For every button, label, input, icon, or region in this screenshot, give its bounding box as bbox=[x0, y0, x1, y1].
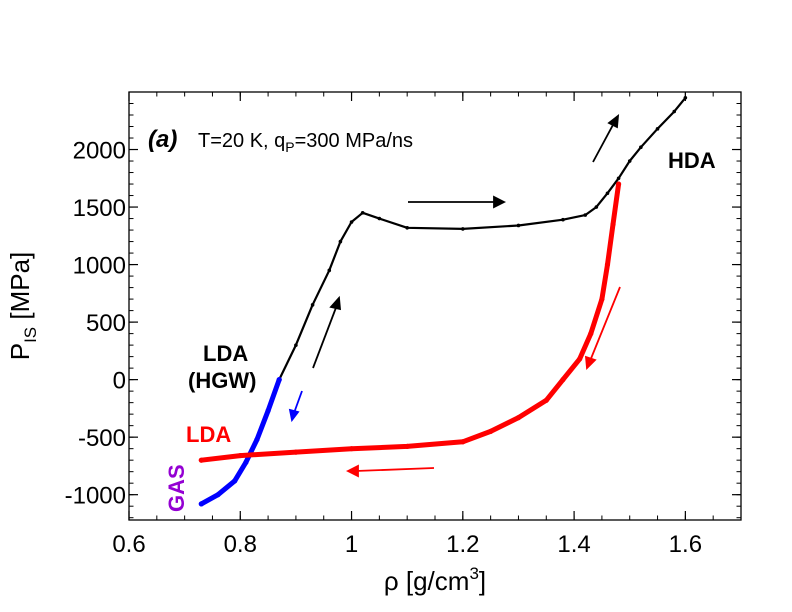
annotation-hda: HDA bbox=[668, 148, 716, 173]
data-point bbox=[616, 181, 622, 187]
data-point bbox=[577, 356, 583, 362]
x-tick-label: 1.2 bbox=[446, 531, 479, 558]
data-point bbox=[616, 176, 621, 181]
x-axis-title-end: ] bbox=[479, 566, 486, 596]
arrow-compression-upper bbox=[592, 114, 620, 163]
plot-frame bbox=[128, 91, 742, 521]
data-point bbox=[639, 145, 643, 150]
arrow-compression-plateau bbox=[408, 195, 507, 209]
data-point bbox=[215, 492, 221, 498]
data-point bbox=[232, 478, 238, 484]
data-point bbox=[293, 449, 299, 455]
x-axis-title-main: ρ [g/cm bbox=[384, 566, 470, 596]
data-point bbox=[672, 109, 677, 114]
series-line-2 bbox=[198, 181, 622, 463]
data-point bbox=[198, 501, 204, 507]
arrow-decompression-upper bbox=[584, 286, 621, 370]
data-point bbox=[327, 268, 332, 273]
data-point bbox=[198, 457, 204, 463]
y-tick-label: 2000 bbox=[73, 138, 126, 165]
data-point bbox=[516, 223, 521, 228]
y-axis-title-end: [MPa] bbox=[5, 252, 35, 327]
data-point bbox=[254, 436, 260, 443]
annotation-lda-black: LDA bbox=[203, 341, 248, 366]
data-point bbox=[610, 221, 616, 227]
y-axis-title-sub: IS bbox=[21, 327, 40, 343]
data-point bbox=[655, 127, 660, 131]
y-tick-label: 1500 bbox=[73, 195, 126, 222]
data-point bbox=[594, 205, 599, 209]
x-axis-title: ρ [g/cm3] bbox=[384, 564, 486, 596]
data-point bbox=[560, 377, 566, 383]
data-point bbox=[405, 225, 409, 230]
x-tick-label: 1.6 bbox=[669, 531, 702, 558]
data-point bbox=[360, 211, 365, 215]
y-tick-label: 0 bbox=[113, 368, 126, 395]
x-tick-label: 0.8 bbox=[224, 531, 257, 558]
data-point bbox=[605, 191, 610, 196]
data-point bbox=[588, 331, 594, 337]
arrow-blue-down bbox=[288, 390, 303, 423]
panel-label: (a) bbox=[148, 126, 177, 153]
data-point bbox=[488, 428, 494, 435]
data-point bbox=[627, 159, 632, 163]
y-axis-title-main: P bbox=[5, 343, 35, 360]
data-point bbox=[515, 415, 522, 421]
data-point bbox=[294, 343, 298, 347]
data-point bbox=[243, 459, 249, 466]
chart-title: T=20 K, qP=300 MPa/ns bbox=[198, 130, 413, 155]
label-layer: 0.6 0.8 1 1.2 1.4 1.6 -1000 -500 0 500 1000 1500 200… bbox=[65, 138, 702, 558]
y-axis-title: PIS [MPa] bbox=[5, 252, 40, 361]
data-point bbox=[310, 303, 315, 307]
title-prefix: T=20 K, q bbox=[198, 130, 285, 152]
x-tick-label: 1 bbox=[345, 531, 358, 558]
data-point bbox=[599, 296, 605, 302]
y-tick-label: -500 bbox=[78, 425, 126, 452]
arrow-decompression-lower bbox=[345, 464, 435, 478]
data-point bbox=[604, 261, 611, 268]
y-tick-label: 1000 bbox=[73, 253, 126, 280]
data-point bbox=[349, 220, 354, 224]
title-suffix: =300 MPa/ns bbox=[295, 130, 413, 152]
data-point bbox=[276, 377, 282, 383]
data-point bbox=[338, 239, 343, 244]
tick-layer bbox=[128, 91, 742, 520]
x-tick-label: 0.6 bbox=[112, 531, 145, 558]
data-point bbox=[404, 443, 410, 449]
arrow-compression-lower bbox=[312, 295, 342, 369]
data-point bbox=[583, 213, 588, 217]
data-point bbox=[461, 227, 465, 231]
annotation-lda-red: LDA bbox=[186, 422, 231, 447]
y-tick-label: 500 bbox=[86, 310, 126, 337]
data-point bbox=[237, 452, 243, 459]
annotation-hgw: (HGW) bbox=[188, 368, 256, 393]
title-subscript: P bbox=[285, 139, 294, 155]
data-point bbox=[377, 216, 382, 221]
data-point bbox=[543, 397, 549, 403]
series-layer bbox=[198, 95, 688, 507]
x-tick-label: 1.4 bbox=[557, 531, 590, 558]
data-point bbox=[561, 217, 565, 222]
data-point bbox=[265, 408, 271, 414]
x-axis-title-sup: 3 bbox=[469, 564, 478, 583]
annotation-gas: GAS bbox=[164, 464, 189, 512]
data-point bbox=[348, 446, 355, 452]
data-point bbox=[460, 439, 466, 445]
y-tick-label: -1000 bbox=[65, 483, 126, 510]
